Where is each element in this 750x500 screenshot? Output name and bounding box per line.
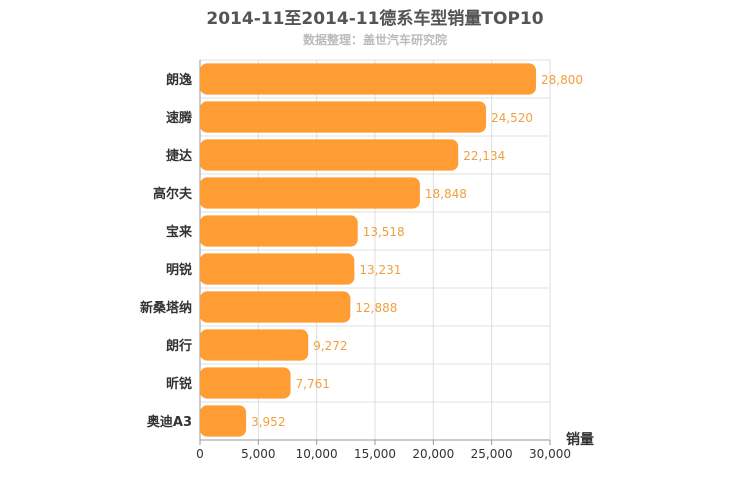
data-label: 28,800 (541, 73, 583, 87)
category-label: 新桑塔纳 (140, 300, 192, 316)
data-label: 9,272 (313, 339, 347, 353)
x-tick-label: 30,000 (529, 447, 571, 461)
bar (200, 215, 358, 247)
bar (200, 329, 309, 361)
bars (200, 63, 536, 437)
data-label: 7,761 (296, 377, 330, 391)
x-tick-label: 20,000 (412, 447, 454, 461)
bar (200, 139, 459, 171)
x-axis-label: 销量 (566, 431, 594, 448)
bar (200, 405, 247, 437)
category-label: 速腾 (166, 110, 193, 126)
category-label: 宝来 (166, 224, 193, 240)
data-label: 22,134 (463, 149, 505, 163)
data-label: 13,518 (363, 225, 405, 239)
labels: 0 5,000 10,000 15,000 20,000 25,000 30,000 朗逸 28… (140, 72, 583, 461)
category-label: 高尔夫 (153, 186, 193, 202)
grid-lines (199, 59, 551, 445)
x-tick-label: 25,000 (471, 447, 513, 461)
bar (200, 63, 536, 95)
bar (200, 253, 355, 285)
bar (200, 101, 487, 133)
category-label: 明锐 (166, 262, 192, 278)
bar (200, 367, 291, 399)
chart-subtitle: 数据整理：盖世汽车研究院 (302, 33, 447, 47)
x-tick-label: 10,000 (296, 447, 338, 461)
data-label: 13,231 (359, 263, 401, 277)
chart-title: 2014-11至2014-11德系车型销量TOP10 (206, 9, 544, 29)
category-label: 朗逸 (166, 72, 192, 88)
x-tick-label: 0 (196, 447, 204, 461)
category-label: 奥迪A3 (147, 414, 192, 430)
x-tick-label: 15,000 (354, 447, 396, 461)
data-label: 24,520 (491, 111, 533, 125)
category-label: 捷达 (166, 148, 192, 164)
data-label: 18,848 (425, 187, 467, 201)
bar (200, 177, 420, 209)
data-label: 12,888 (355, 301, 397, 315)
category-label: 昕锐 (166, 376, 192, 392)
category-label: 朗行 (166, 338, 192, 354)
bar (200, 291, 351, 323)
x-tick-label: 5,000 (241, 447, 275, 461)
data-label: 3,952 (251, 415, 285, 429)
